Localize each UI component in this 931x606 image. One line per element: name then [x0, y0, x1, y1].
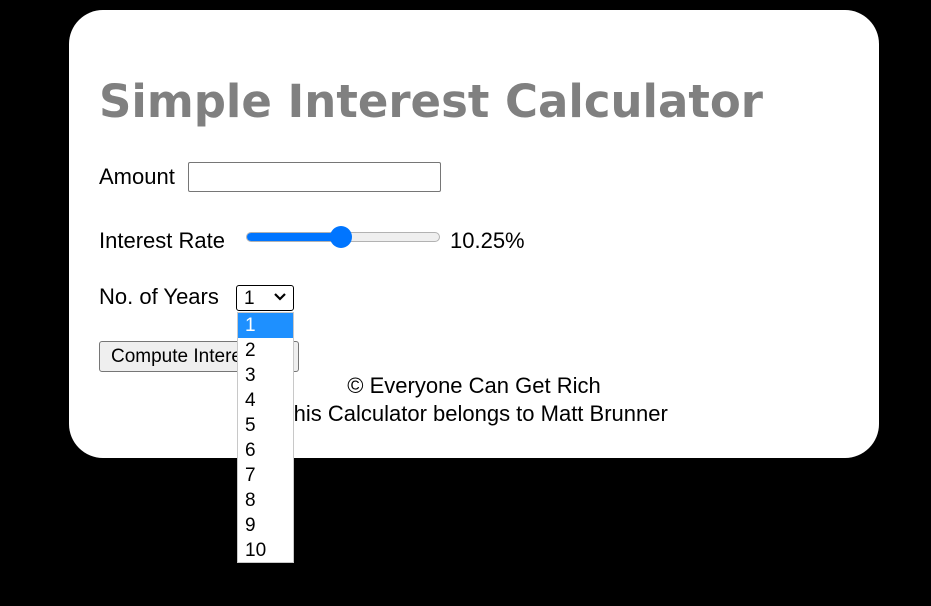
years-dropdown-list[interactable]: 1 2 3 4 5 6 7 8 9 10 [237, 312, 294, 563]
years-option[interactable]: 10 [245, 540, 267, 561]
years-label: No. of Years [99, 284, 219, 309]
slider-fill [247, 233, 342, 241]
years-option[interactable]: 9 [245, 515, 256, 536]
calculator-card [69, 10, 879, 458]
interest-rate-label: Interest Rate [99, 228, 225, 253]
amount-input[interactable] [188, 162, 441, 192]
years-option[interactable]: 1 [238, 313, 293, 338]
slider-thumb[interactable] [329, 226, 352, 248]
years-option[interactable]: 7 [245, 465, 256, 486]
footer-copyright: © Everyone Can Get Rich [347, 373, 601, 398]
years-option[interactable]: 3 [245, 365, 256, 386]
years-option[interactable]: 2 [245, 340, 256, 361]
years-option[interactable]: 6 [245, 440, 256, 461]
footer-owner: This Calculator belongs to Matt Brunner [280, 401, 668, 426]
years-select[interactable]: 1 [236, 285, 294, 311]
chevron-down-icon [274, 293, 286, 301]
page-title: Simple Interest Calculator [99, 75, 763, 128]
interest-rate-slider[interactable] [246, 226, 440, 248]
years-select-value: 1 [244, 288, 255, 309]
amount-label: Amount [99, 164, 175, 189]
years-option[interactable]: 4 [245, 390, 256, 411]
interest-rate-value: 10.25% [450, 228, 525, 253]
years-option[interactable]: 8 [245, 490, 256, 511]
years-option[interactable]: 5 [245, 415, 256, 436]
